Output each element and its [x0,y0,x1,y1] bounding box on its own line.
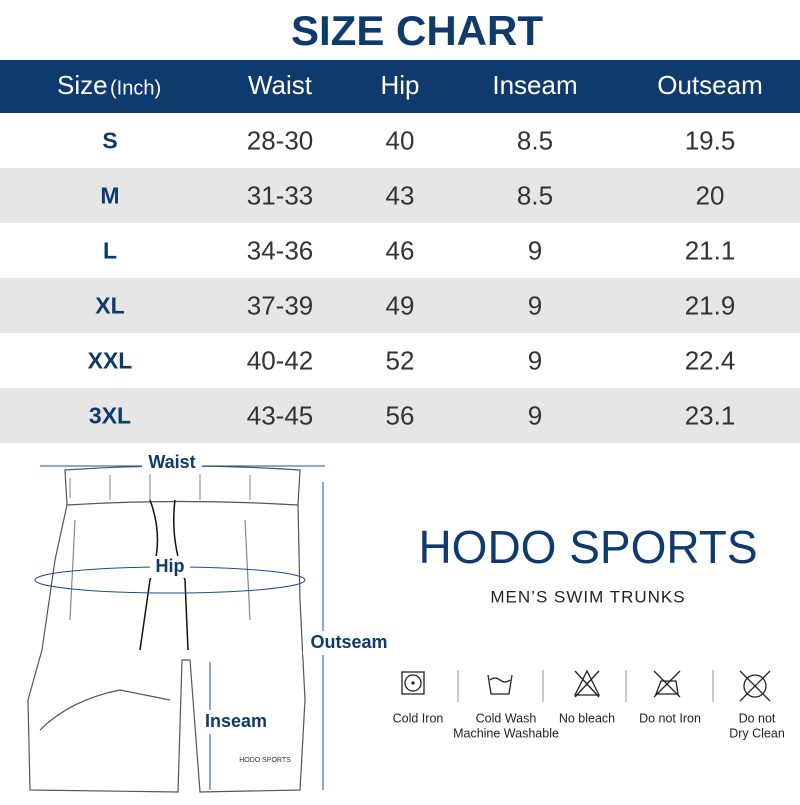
value-cell: 9 [528,400,542,430]
care-label: Do not Iron [639,711,701,725]
shorts-logo: HODO SPORTS [239,757,291,764]
table: Size Waist Hip Inseam Outseam (Inch) S 28-30 40 8… [0,70,800,443]
header-cell: Size [57,70,108,100]
value-cell: 21.1 [685,235,736,265]
size-cell: S [102,128,117,154]
value-cell: 19.5 [685,125,736,155]
row-stripe [0,168,800,223]
size-cell: 3XL [89,403,131,429]
header-bar [0,60,800,113]
value-cell: 23.1 [685,400,736,430]
shorts-drawing [27,465,306,793]
size-cell: L [103,238,117,264]
value-cell: 9 [528,235,542,265]
size-cell: M [100,183,119,209]
value-cell: 9 [528,345,542,375]
value-cell: 49 [386,290,415,320]
value-cell: 28-30 [247,125,314,155]
value-cell: 43 [386,180,415,210]
label-bg [142,452,202,474]
value-cell: 34-36 [247,235,314,265]
header-unit: (Inch) [110,77,161,99]
care-label: Machine Washable [453,726,559,740]
label-bg [303,631,395,655]
inseam-label: Inseam [205,711,267,731]
value-cell: 22.4 [685,345,736,375]
care-label: Dry Clean [729,726,785,740]
value-cell: 37-39 [247,290,314,320]
value-cell: 20 [696,180,725,210]
value-cell: 52 [386,345,415,375]
header-cell: Hip [380,70,419,100]
brand-subtitle: MEN’S SWIM TRUNKS [490,587,685,606]
label-bg [198,710,274,734]
value-cell: 8.5 [517,125,553,155]
title: SIZE CHART [291,7,543,54]
label-bg [150,556,190,578]
value-cell: 21.9 [685,290,736,320]
care-label: Cold Wash [476,711,537,725]
value-cell: 9 [528,290,542,320]
header-cell: Inseam [492,70,577,100]
size-cell: XL [95,293,124,319]
size-cell: XXL [88,348,133,374]
header-cell: Outseam [657,70,763,100]
waist-label: Waist [148,452,195,472]
brand-name: HODO SPORTS [418,521,757,573]
value-cell: 46 [386,235,415,265]
care-icons [401,669,771,702]
care-label: No bleach [559,711,615,725]
outseam-label: Outseam [310,632,387,652]
care-label: Cold Iron [393,711,444,725]
value-cell: 56 [386,400,415,430]
row-stripe [0,388,800,443]
value-cell: 8.5 [517,180,553,210]
header-cell: Waist [248,70,313,100]
hip-label: Hip [156,556,185,576]
value-cell: 40 [386,125,415,155]
value-cell: 43-45 [247,400,314,430]
value-cell: 40-42 [247,345,314,375]
care-label: Do not [739,711,776,725]
value-cell: 31-33 [247,180,314,210]
row-stripe [0,278,800,333]
